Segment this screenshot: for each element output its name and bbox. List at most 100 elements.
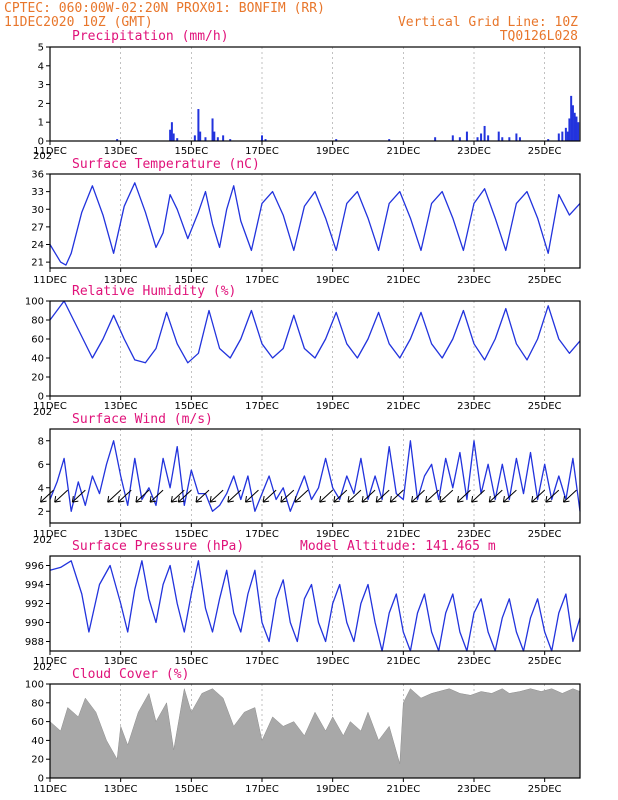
precip-bar bbox=[508, 137, 511, 141]
wind-arrow-head bbox=[54, 496, 61, 503]
precip-ytick-label: 1 bbox=[38, 118, 44, 129]
wind-xtick-label: 25DEC bbox=[528, 529, 562, 540]
wind-ytick-label: 2 bbox=[38, 507, 44, 518]
rh-xtick-label: 19DEC bbox=[316, 401, 350, 412]
precip-bar bbox=[577, 122, 580, 141]
precip-panel bbox=[46, 46, 581, 145]
wind-arrow bbox=[107, 489, 122, 503]
precip-bar bbox=[483, 125, 486, 141]
temp-xtick-label: 19DEC bbox=[316, 275, 350, 286]
wind-arrow bbox=[361, 489, 376, 503]
header-grid-line: Vertical Grid Line: 10Z bbox=[398, 15, 578, 30]
precip-bar bbox=[476, 137, 479, 141]
pressure-panel bbox=[46, 555, 581, 655]
precip-bar bbox=[176, 138, 179, 141]
rh-title: Relative Humidity (%) bbox=[72, 284, 236, 299]
precip-bar bbox=[211, 118, 214, 141]
precip-title: Precipitation (mm/h) bbox=[72, 29, 229, 44]
precip-bar bbox=[213, 131, 216, 141]
cloud-ytick-label: 60 bbox=[31, 717, 44, 728]
wind-arrow bbox=[503, 489, 517, 503]
precip-bar bbox=[116, 139, 119, 141]
wind-arrow-head bbox=[456, 496, 464, 503]
wind-arrow bbox=[209, 489, 224, 503]
pressure-xtick-label: 19DEC bbox=[316, 656, 350, 667]
cloud-ytick-label: 20 bbox=[31, 755, 44, 766]
precip-bar bbox=[197, 109, 200, 141]
wind-arrow-head bbox=[40, 496, 47, 503]
wind-arrow-head bbox=[333, 496, 340, 503]
cloud-ytick-label: 0 bbox=[38, 774, 44, 785]
cloud-xtick-label: 15DEC bbox=[174, 784, 208, 795]
wind-arrow bbox=[177, 489, 192, 503]
precip-bar bbox=[229, 139, 232, 141]
rh-xtick-label: 13DEC bbox=[104, 401, 138, 412]
wind-arrow bbox=[439, 489, 454, 503]
wind-arrow-head bbox=[280, 496, 287, 503]
wind-xtick-label: 23DEC bbox=[457, 529, 491, 540]
wind-arrow-head bbox=[562, 496, 570, 503]
wind-ytick-label: 8 bbox=[38, 436, 44, 447]
wind-xtick-label: 11DEC bbox=[33, 529, 67, 540]
wind-arrow-head bbox=[319, 496, 326, 503]
precip-bar bbox=[264, 139, 267, 141]
precip-bar bbox=[204, 137, 207, 141]
pressure-xtick-label: 11DEC bbox=[33, 656, 67, 667]
cloud-xtick-label: 17DEC bbox=[245, 784, 279, 795]
rh-ytick-label: 80 bbox=[31, 316, 44, 327]
wind-arrow-head bbox=[347, 496, 355, 503]
pressure-xtick-label: 17DEC bbox=[245, 656, 279, 667]
temp-xtick-label: 25DEC bbox=[528, 275, 562, 286]
wind-arrow bbox=[545, 489, 560, 503]
wind-arrow-head bbox=[488, 496, 496, 503]
precip-xtick-label: 21DEC bbox=[386, 146, 420, 157]
wind-arrow bbox=[319, 489, 334, 503]
wind-year-stub: 202 bbox=[33, 535, 52, 546]
precip-ytick-label: 3 bbox=[38, 80, 44, 91]
precip-bar bbox=[515, 133, 518, 141]
precip-bar bbox=[557, 133, 560, 141]
precip-bar bbox=[487, 135, 490, 141]
wind-arrow bbox=[375, 489, 390, 503]
cloud-ytick-label: 40 bbox=[31, 736, 44, 747]
wind-series-line bbox=[49, 440, 581, 512]
temp-ytick-label: 36 bbox=[31, 170, 44, 181]
wind-arrow bbox=[170, 489, 185, 503]
wind-arrow-head bbox=[135, 496, 143, 503]
temp-xtick-label: 17DEC bbox=[245, 275, 279, 286]
wind-arrow bbox=[563, 489, 577, 503]
wind-arrow bbox=[71, 489, 86, 503]
cloud-xtick-label: 19DEC bbox=[316, 784, 350, 795]
wind-arrow bbox=[333, 489, 348, 503]
wind-panel bbox=[40, 428, 581, 527]
precip-ytick-label: 0 bbox=[38, 137, 44, 148]
precip-xtick-label: 13DEC bbox=[104, 146, 138, 157]
precip-bar bbox=[564, 127, 567, 141]
pressure-series-line bbox=[49, 560, 581, 652]
wind-arrow-head bbox=[531, 496, 538, 503]
precip-bar bbox=[172, 133, 175, 141]
wind-arrow bbox=[227, 489, 242, 503]
rh-xtick-label: 21DEC bbox=[386, 401, 420, 412]
header-model: TQ0126L028 bbox=[500, 29, 578, 44]
wind-arrow bbox=[457, 489, 471, 503]
wind-arrow bbox=[40, 489, 54, 503]
precip-ytick-label: 5 bbox=[38, 43, 44, 54]
wind-arrow-head bbox=[471, 496, 478, 503]
temp-xtick-label: 23DEC bbox=[457, 275, 491, 286]
pressure-year-stub: 202 bbox=[33, 662, 52, 673]
precip-bar bbox=[222, 135, 225, 141]
precip-bar bbox=[458, 137, 461, 141]
precip-xtick-label: 17DEC bbox=[245, 146, 279, 157]
precip-bar bbox=[575, 116, 578, 141]
precip-bar bbox=[480, 133, 483, 141]
precip-bar bbox=[570, 95, 573, 141]
rh-xtick-label: 11DEC bbox=[33, 401, 67, 412]
cloud-xtick-label: 23DEC bbox=[457, 784, 491, 795]
pressure-ytick-label: 992 bbox=[25, 599, 44, 610]
wind-arrow-head bbox=[195, 496, 203, 503]
rh-year-stub: 202 bbox=[33, 407, 52, 418]
cloud-title: Cloud Cover (%) bbox=[72, 667, 189, 682]
pressure-xtick-label: 13DEC bbox=[104, 656, 138, 667]
wind-arrow bbox=[425, 489, 440, 503]
